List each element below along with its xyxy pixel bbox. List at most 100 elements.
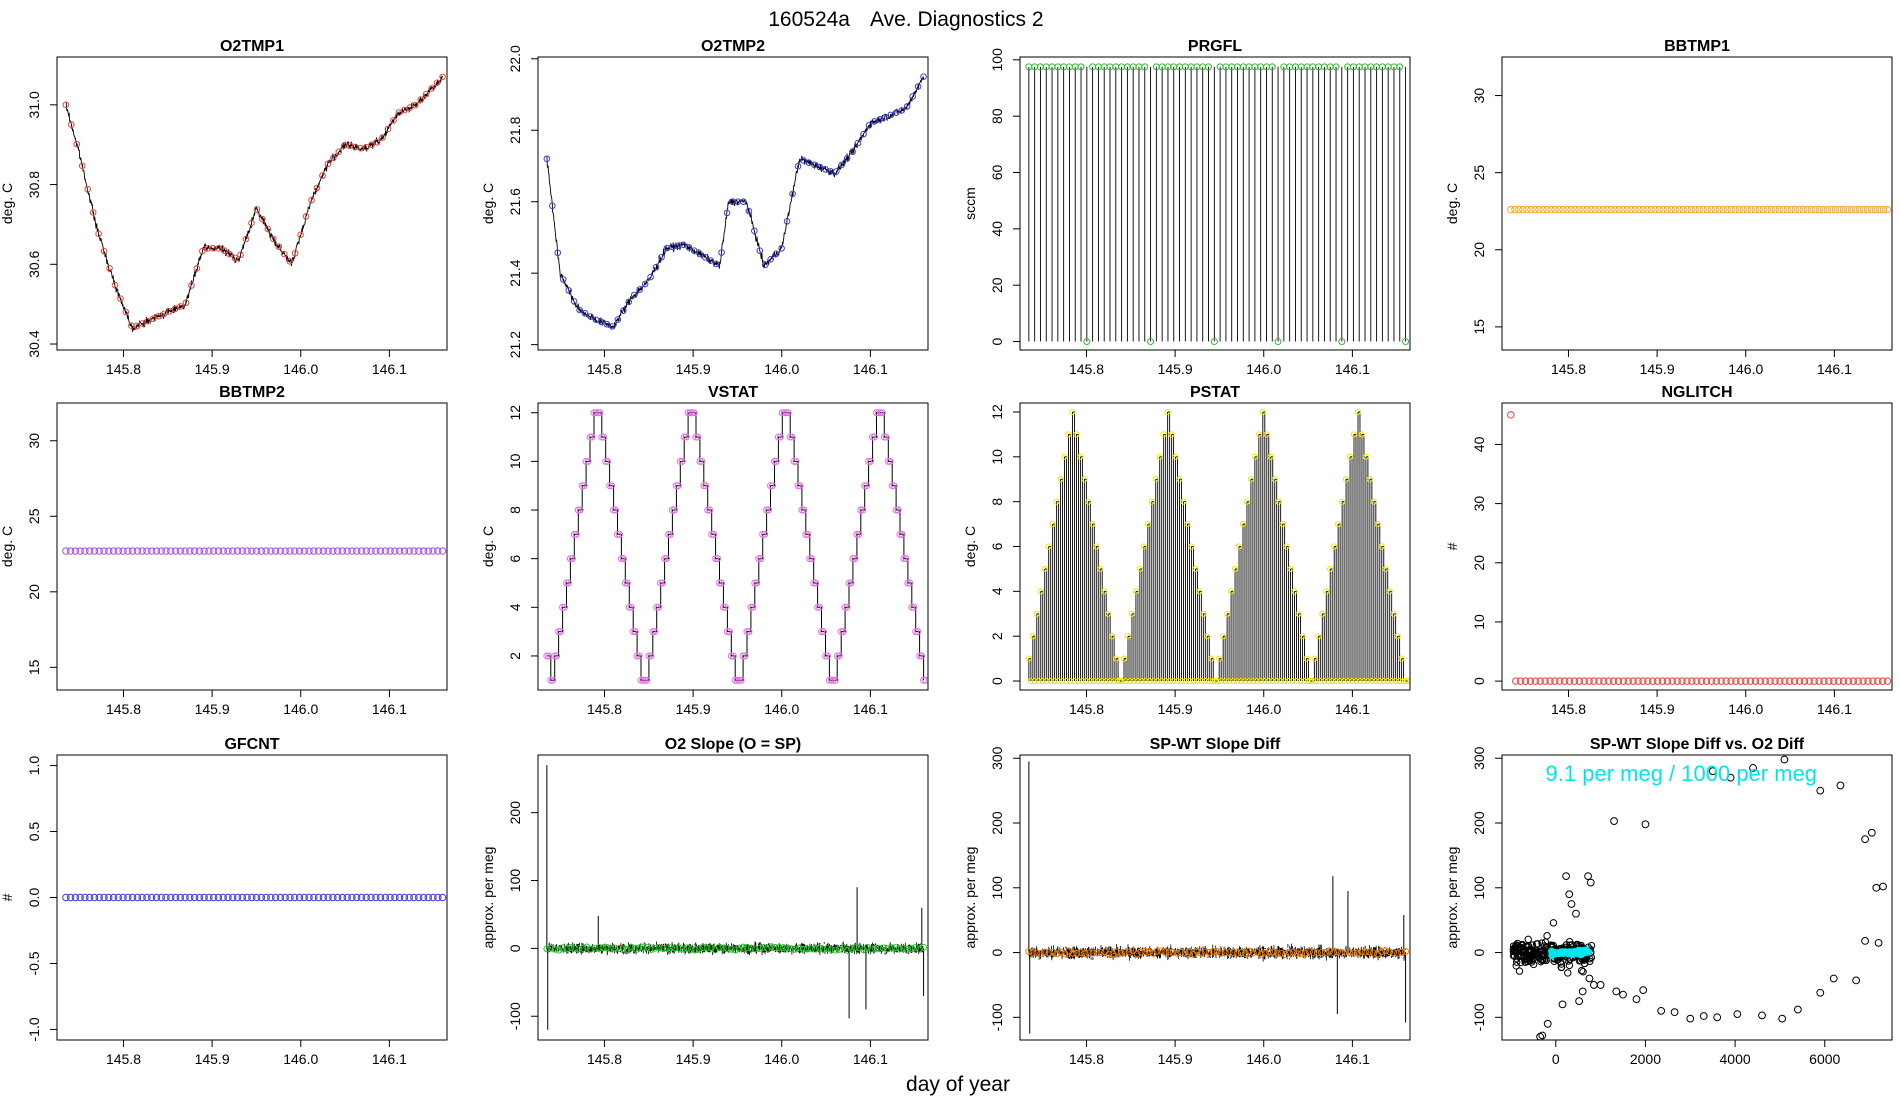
x-tick-label: 145.8 — [1551, 361, 1586, 377]
fit-line — [1551, 946, 1590, 956]
data-point — [854, 139, 862, 147]
data-point — [1519, 205, 1527, 214]
data-point — [367, 893, 375, 902]
data-point — [1109, 633, 1116, 640]
data-point — [231, 254, 239, 262]
data-point — [707, 944, 715, 952]
data-point — [1547, 205, 1555, 214]
x-tick-label: 146.1 — [372, 361, 407, 377]
x-tick-label: 145.9 — [1158, 1051, 1193, 1067]
y-tick-label: 8 — [507, 506, 523, 514]
panel-title: SP-WT Slope Diff — [1150, 736, 1281, 753]
data-point — [625, 603, 633, 611]
data-point — [623, 945, 631, 953]
data-point — [847, 579, 855, 587]
data-point — [438, 893, 447, 902]
data-point — [1535, 947, 1544, 955]
data-point — [1402, 947, 1410, 955]
data-point — [1823, 205, 1832, 214]
data-point — [376, 893, 385, 902]
data-point — [1746, 677, 1755, 685]
data-point — [811, 945, 819, 953]
data-point — [1374, 520, 1381, 528]
data-point — [647, 273, 654, 281]
data-point — [1101, 948, 1109, 956]
data-point — [572, 530, 580, 538]
data-point — [157, 547, 165, 555]
x-tick-label: 145.9 — [676, 701, 711, 717]
data-point — [564, 579, 572, 587]
data-point — [751, 945, 759, 953]
data-point — [100, 247, 108, 255]
data-point — [832, 168, 840, 175]
x-tick-label: 146.1 — [853, 1051, 888, 1067]
data-point — [1651, 205, 1659, 214]
data-point — [1109, 950, 1117, 958]
data-point — [1241, 677, 1249, 685]
data-point — [1799, 205, 1808, 214]
data-point — [190, 893, 199, 902]
plot-area — [1025, 408, 1410, 685]
data-point — [1398, 948, 1406, 956]
data-point — [1370, 949, 1378, 957]
data-point — [1170, 677, 1177, 685]
data-point — [319, 172, 326, 179]
data-point — [663, 944, 671, 952]
data-point — [900, 555, 908, 563]
data-point — [867, 457, 875, 465]
data-point — [1140, 543, 1147, 550]
data-point — [645, 652, 653, 660]
data-point — [1623, 205, 1631, 214]
data-point — [280, 250, 288, 258]
data-point — [695, 945, 703, 953]
data-point — [598, 318, 605, 326]
data-point — [152, 893, 161, 902]
data-point — [286, 258, 294, 265]
data-point — [1536, 677, 1544, 685]
data-point — [554, 249, 562, 257]
data-point — [1810, 677, 1818, 685]
data-point — [1313, 949, 1321, 957]
data-point — [1303, 655, 1310, 662]
data-point — [1122, 677, 1130, 685]
data-point — [1226, 677, 1233, 685]
data-point — [1584, 872, 1592, 881]
data-point — [653, 603, 661, 611]
data-point — [774, 433, 782, 441]
data-point — [1217, 949, 1225, 957]
data-point — [1815, 205, 1824, 214]
data-point — [619, 555, 627, 563]
data-point — [267, 893, 275, 902]
data-point — [390, 117, 397, 124]
data-point — [819, 945, 827, 953]
data-point — [863, 482, 871, 490]
data-point — [362, 547, 370, 555]
data-point — [1188, 543, 1195, 550]
data-point — [1854, 677, 1862, 685]
data-point — [1291, 588, 1298, 595]
panel-pstat: PSTAT deg. C 0 2 4 6 8 10 12 145.8 145.9 146.0 146.1 — [962, 384, 1411, 717]
data-point — [1404, 677, 1410, 685]
panel-frame — [537, 402, 929, 691]
data-point — [806, 555, 814, 563]
data-point — [1536, 1032, 1545, 1040]
data-point — [1261, 949, 1269, 957]
data-point — [333, 547, 342, 555]
data-point — [543, 155, 551, 163]
data-point — [111, 281, 119, 289]
y-axis-label: # — [1444, 542, 1460, 550]
data-point — [257, 893, 266, 902]
data-point — [368, 141, 375, 149]
data-point — [688, 409, 696, 417]
data-point — [894, 506, 902, 514]
data-point — [603, 320, 611, 328]
data-point — [224, 547, 232, 555]
data-point — [276, 547, 285, 555]
data-point — [415, 547, 423, 555]
data-point — [429, 893, 437, 902]
data-point — [181, 893, 189, 902]
data-point — [353, 893, 361, 902]
data-point — [918, 652, 926, 660]
panel-title: O2 Slope (O = SP) — [665, 736, 801, 753]
